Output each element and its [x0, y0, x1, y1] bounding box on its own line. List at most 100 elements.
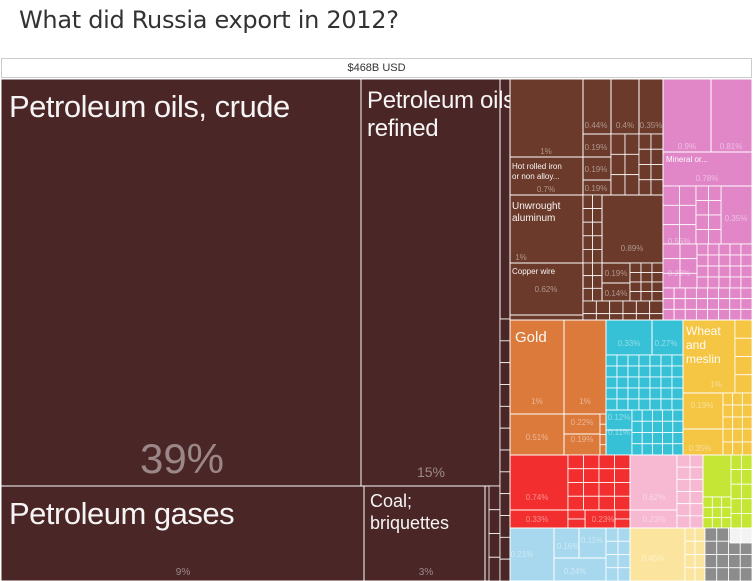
treemap-tile-small[interactable] [662, 204, 680, 226]
treemap-tile-small[interactable] [718, 287, 731, 300]
treemap-tile-small[interactable] [695, 298, 708, 310]
treemap-tile-small[interactable] [741, 428, 753, 443]
treemap-tile-small[interactable] [640, 262, 653, 273]
treemap-tile-small[interactable] [595, 300, 611, 315]
treemap-tile-small[interactable] [614, 509, 631, 520]
treemap-tile-small[interactable] [708, 229, 722, 245]
treemap-tile-small[interactable] [689, 515, 704, 529]
treemap-tile-small[interactable] [638, 354, 651, 367]
treemap-tile-small[interactable] [499, 449, 511, 473]
treemap-tile-small[interactable] [638, 376, 651, 389]
treemap-tile-small[interactable] [660, 387, 673, 400]
treemap-tile-small[interactable] [598, 495, 615, 511]
treemap-tile-small[interactable] [734, 374, 753, 394]
treemap-tile-small[interactable] [671, 376, 684, 389]
treemap-tile-small[interactable] [707, 243, 720, 256]
treemap-tile-small[interactable] [729, 276, 742, 289]
treemap-tile-small[interactable] [662, 287, 675, 300]
treemap-tile-small[interactable] [704, 567, 718, 581]
treemap-tile-small[interactable] [729, 298, 742, 310]
treemap-tile-small[interactable] [622, 300, 637, 315]
treemap-tile-small[interactable] [649, 398, 662, 411]
treemap-tile-small[interactable] [616, 365, 629, 378]
treemap-tile-small[interactable] [638, 133, 652, 150]
treemap-tile-small[interactable] [676, 503, 691, 517]
treemap-tile-small[interactable] [741, 416, 753, 430]
treemap-tile-small[interactable] [729, 254, 742, 267]
treemap-tile-small[interactable] [582, 300, 597, 315]
treemap-tile-small[interactable] [652, 420, 664, 433]
treemap-tile-small[interactable] [695, 200, 709, 216]
treemap-tile-small[interactable] [627, 354, 640, 367]
treemap-tile-small[interactable] [722, 404, 734, 418]
tile-copper-wire[interactable] [509, 262, 584, 316]
treemap-tile-small[interactable] [650, 164, 664, 181]
treemap-tile-small[interactable] [740, 276, 753, 289]
treemap-tile-small[interactable] [660, 376, 673, 389]
treemap-tile-small[interactable] [605, 527, 619, 542]
treemap-tile-small[interactable] [629, 262, 642, 273]
treemap-tile-small[interactable] [673, 298, 686, 310]
treemap-tile-small[interactable] [499, 318, 511, 342]
treemap-tile-small[interactable] [729, 287, 742, 300]
treemap-tile-small[interactable] [567, 482, 584, 497]
treemap-tile-small[interactable] [708, 200, 722, 216]
treemap-tile-small[interactable] [730, 512, 742, 529]
treemap-tile-small[interactable] [689, 503, 704, 517]
treemap-tile-small[interactable] [610, 174, 626, 196]
treemap-tile-small[interactable] [651, 291, 664, 302]
treemap-tile-small[interactable] [740, 265, 753, 278]
treemap-tile-small[interactable] [616, 398, 629, 411]
treemap-tile-small[interactable] [676, 515, 691, 529]
treemap-tile-small[interactable] [711, 517, 723, 529]
treemap-tile-small[interactable] [741, 404, 753, 418]
tile-vegetable[interactable] [682, 392, 724, 430]
treemap-tile-small[interactable] [660, 365, 673, 378]
treemap-tile-small[interactable] [638, 164, 652, 181]
tile-coal[interactable] [363, 485, 486, 581]
treemap-tile-small[interactable] [499, 427, 511, 451]
treemap-tile-small[interactable] [671, 365, 684, 378]
treemap-tile-small[interactable] [732, 392, 743, 406]
treemap-tile-small[interactable] [605, 554, 619, 569]
treemap-tile-small[interactable] [582, 287, 593, 302]
treemap-tile-small[interactable] [499, 558, 511, 581]
treemap-tile-small[interactable] [730, 483, 742, 500]
treemap-tile-small[interactable] [499, 536, 511, 560]
treemap-tile-small[interactable] [617, 540, 631, 555]
treemap-tile-small[interactable] [708, 214, 722, 230]
treemap-tile-small[interactable] [649, 376, 662, 389]
tile-metal[interactable] [610, 79, 640, 135]
treemap-tile-small[interactable] [676, 491, 691, 505]
treemap-tile-small[interactable] [741, 454, 753, 471]
treemap-tile-small[interactable] [567, 495, 584, 511]
treemap-tile-small[interactable] [732, 428, 743, 443]
treemap-tile-small[interactable] [635, 300, 651, 315]
treemap-tile-small[interactable] [730, 454, 742, 471]
treemap-tile-small[interactable] [741, 498, 753, 514]
treemap-tile-small[interactable] [583, 468, 600, 483]
treemap-tile-small[interactable] [499, 362, 511, 385]
treemap-tile-small[interactable] [610, 133, 626, 155]
treemap-tile-small[interactable] [651, 272, 664, 283]
treemap-tile-small[interactable] [721, 517, 732, 529]
tile-wood[interactable] [509, 527, 555, 581]
treemap-tile-small[interactable] [499, 340, 511, 364]
treemap-tile-small[interactable] [718, 243, 731, 256]
treemap-tile-small[interactable] [567, 518, 586, 529]
treemap-tile-small[interactable] [488, 485, 501, 511]
treemap-tile-small[interactable] [610, 153, 626, 176]
treemap-tile-small[interactable] [592, 248, 603, 264]
treemap-tile-small[interactable] [718, 298, 731, 310]
treemap-tile-small[interactable] [662, 243, 681, 260]
treemap-tile-small[interactable] [583, 454, 600, 470]
treemap-tile-small[interactable] [716, 540, 729, 555]
treemap-tile-small[interactable] [694, 527, 706, 542]
treemap-tile-small[interactable] [638, 148, 652, 165]
treemap-tile-small[interactable] [627, 387, 640, 400]
treemap-tile-small[interactable] [695, 287, 708, 300]
treemap-tile-small[interactable] [614, 482, 631, 497]
treemap-tile-small[interactable] [695, 214, 709, 230]
treemap-tile-small[interactable] [671, 354, 684, 367]
treemap-tile-small[interactable] [696, 243, 709, 256]
